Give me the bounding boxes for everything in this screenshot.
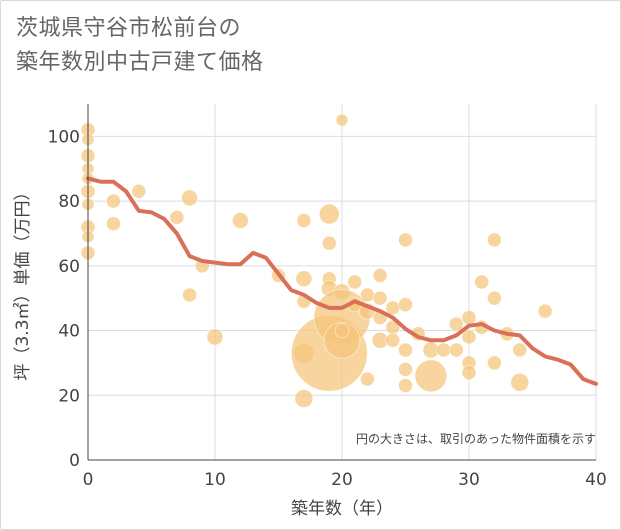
data-bubble [335,113,349,127]
data-bubble [296,213,312,228]
chart-title: 茨城県守谷市松前台の 築年数別中古戸建て価格 [16,12,264,80]
data-bubble [206,328,224,346]
data-bubble [510,372,530,392]
data-bubble [414,359,448,393]
data-bubble [318,203,340,225]
tick-labels: 0 10 20 30 40 0 20 40 60 80 100 [48,127,607,490]
data-bubble [512,342,528,358]
x-tick-label: 30 [458,470,480,490]
data-bubble [398,378,413,393]
data-bubble [294,389,314,408]
data-bubble [461,310,477,326]
trend-line [86,176,598,386]
data-bubble [359,371,375,387]
bubble-layer [80,113,553,408]
data-bubble [169,209,185,225]
data-bubble [106,193,121,209]
grid-lines [88,104,597,460]
data-bubble [372,268,388,283]
data-bubble [131,183,147,199]
data-bubble [359,287,375,303]
data-bubble [398,342,413,358]
y-axis-label: 坪（3.3㎡）単価（万円） [13,183,33,380]
y-tick-label: 100 [48,127,80,147]
data-bubble [461,365,477,381]
data-bubble [106,216,121,232]
data-bubble [461,329,477,345]
data-bubble [537,303,553,319]
axes [87,104,596,461]
data-bubble [181,189,199,207]
data-bubble [486,355,502,371]
y-tick-label: 80 [58,192,80,212]
data-bubble [182,287,198,303]
x-tick-label: 40 [585,470,607,490]
x-tick-label: 20 [331,470,353,490]
y-tick-label: 40 [58,322,80,342]
data-bubble [398,361,413,377]
data-bubble [231,212,249,229]
size-note: 円の大きさは、取引のあった物件面積を示す [356,431,596,446]
title-line-2: 築年数別中古戸建て価格 [16,50,264,75]
data-bubble [486,290,502,306]
data-bubble [436,342,452,358]
data-bubble [486,232,502,248]
data-bubble [334,323,350,338]
data-bubble [398,232,413,248]
data-bubble [347,274,363,290]
x-tick-label: 0 [83,470,94,490]
data-bubble [385,300,401,316]
data-bubble [385,332,401,348]
y-tick-label: 0 [69,451,80,471]
data-bubble [474,274,490,290]
y-tick-label: 60 [58,257,80,277]
data-bubble [372,290,388,306]
title-line-1: 茨城県守谷市松前台の [16,16,242,41]
data-bubble [295,270,313,288]
x-tick-label: 10 [204,470,226,490]
x-axis-label: 築年数（年） [291,499,393,519]
data-bubble [448,316,464,332]
data-bubble [323,321,361,359]
data-bubble [448,342,464,358]
data-bubble [321,235,337,251]
y-tick-label: 20 [58,386,80,406]
data-bubble [398,297,413,313]
